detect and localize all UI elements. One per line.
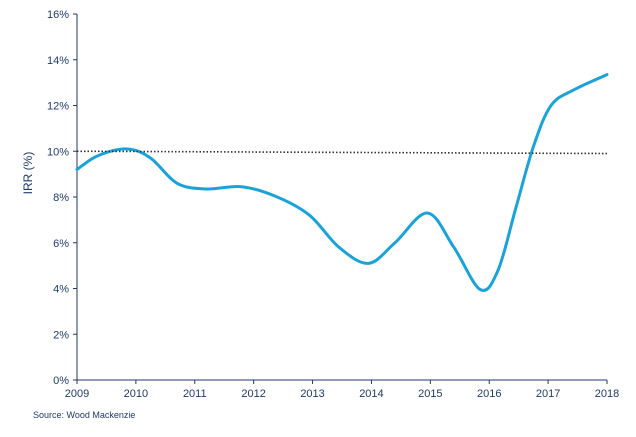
source-note: Source: Wood Mackenzie [33,410,136,420]
y-tick-label: 16% [47,9,69,21]
x-tick-label: 2012 [241,388,265,400]
x-tick-label: 2013 [300,388,324,400]
y-axis-title: IRR (%) [21,152,35,195]
x-axis-ticks: 2009 2010 2011 2012 2013 2014 2015 2016 2017 2018 [65,380,619,400]
x-tick-label: 2009 [65,388,89,400]
y-tick-label: 8% [53,192,69,204]
x-tick-label: 2018 [595,388,619,400]
y-tick-label: 10% [47,146,69,158]
x-tick-label: 2015 [418,388,442,400]
x-tick-label: 2011 [183,388,207,400]
y-tick-label: 4% [53,284,69,296]
y-tick-label: 6% [53,238,69,250]
x-tick-label: 2014 [359,388,383,400]
reference-line-10pct [76,150,608,155]
y-axis-ticks: 0% 2% 4% 6% 8% 10% 12% 14% 16% [47,9,77,387]
chart-series [75,73,609,292]
y-tick-label: 0% [53,375,69,387]
y-tick-label: 14% [47,55,69,67]
x-tick-label: 2010 [124,388,148,400]
x-tick-label: 2016 [477,388,501,400]
y-tick-label: 12% [47,101,69,113]
y-tick-label: 2% [53,329,69,341]
chart-axes [76,14,607,381]
x-tick-label: 2017 [536,388,560,400]
irr-series-line [75,73,609,292]
